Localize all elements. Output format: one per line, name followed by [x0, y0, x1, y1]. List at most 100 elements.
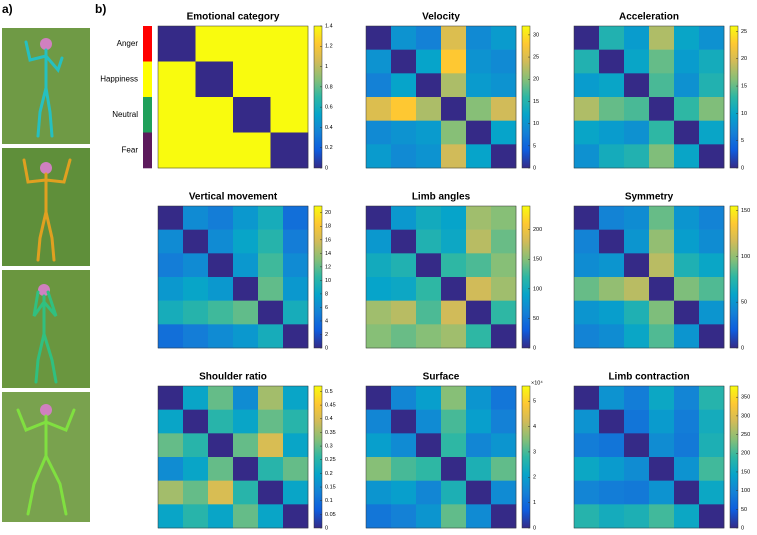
colorbar-tick-label: 0.4: [325, 125, 333, 131]
cell: [699, 144, 725, 169]
cell: [183, 386, 209, 410]
cell: [158, 480, 184, 505]
cell: [599, 73, 625, 98]
chart-title: Symmetry: [625, 192, 674, 203]
cell: [258, 480, 284, 505]
cell: [283, 277, 309, 301]
cell: [674, 504, 700, 529]
cell: [574, 504, 600, 529]
cell: [391, 229, 417, 254]
colorbar-tick-label: 0: [325, 345, 328, 351]
cell: [574, 26, 600, 50]
cell: [416, 26, 442, 50]
cell: [466, 277, 492, 301]
cell: [491, 457, 517, 481]
cell: [574, 73, 600, 98]
colorbar-tick-label: 0.25: [325, 457, 336, 463]
cell: [649, 253, 675, 278]
colorbar-tick-label: 8: [325, 291, 328, 297]
colorbar-tick-label: 0.45: [325, 403, 336, 409]
cell: [699, 300, 725, 325]
colorbar-tick-label: 30: [533, 32, 539, 38]
cell: [649, 144, 675, 169]
cell: [699, 229, 725, 254]
cell: [491, 253, 517, 278]
cell: [466, 409, 492, 434]
cell: [258, 277, 284, 301]
cell: [233, 206, 259, 230]
cell: [183, 253, 209, 278]
colorbar-tick-label: 18: [325, 224, 331, 230]
colorbar-tick-label: 12: [325, 264, 331, 270]
cell: [599, 324, 625, 349]
cell: [158, 433, 184, 458]
cell: [233, 229, 259, 254]
cell: [158, 504, 184, 529]
cell: [491, 120, 517, 145]
cell: [649, 409, 675, 434]
cell: [491, 144, 517, 169]
cell: [158, 386, 184, 410]
cell: [366, 49, 392, 74]
cell: [283, 433, 309, 458]
cell: [366, 277, 392, 301]
cell: [158, 277, 184, 301]
colorbar-tick-label: 3: [533, 449, 536, 455]
cell: [624, 480, 650, 505]
cell: [674, 73, 700, 98]
cell: [699, 49, 725, 74]
cell: [466, 457, 492, 481]
colorbar: [729, 25, 739, 169]
cell: [649, 300, 675, 325]
cell: [195, 132, 234, 169]
colorbar-tick-label: 0: [325, 525, 328, 530]
cell: [466, 120, 492, 145]
cell: [416, 253, 442, 278]
cell: [258, 504, 284, 529]
cell: [158, 253, 184, 278]
cell: [649, 480, 675, 505]
chart-title: Acceleration: [619, 12, 679, 23]
cell: [416, 457, 442, 481]
cell: [441, 300, 467, 325]
cell: [674, 409, 700, 434]
cell: [649, 386, 675, 410]
colorbar: [521, 25, 531, 169]
colorbar-tick-label: 100: [741, 254, 750, 260]
cell: [158, 132, 196, 169]
colorbar-tick-label: 0.6: [325, 105, 333, 111]
category-strip: [143, 61, 152, 98]
cell: [674, 120, 700, 145]
cell: [674, 433, 700, 458]
cell: [208, 300, 234, 325]
colorbar: [313, 25, 323, 169]
cell: [233, 457, 259, 481]
cell: [416, 277, 442, 301]
cell: [391, 457, 417, 481]
category-strip: [143, 97, 152, 133]
cell: [258, 386, 284, 410]
cell: [233, 324, 259, 349]
cell: [649, 433, 675, 458]
cell: [649, 73, 675, 98]
cell: [416, 97, 442, 121]
cell: [391, 26, 417, 50]
cell: [416, 433, 442, 458]
cell: [574, 120, 600, 145]
cell: [270, 97, 309, 133]
cell: [466, 253, 492, 278]
colorbar-tick-label: 0: [325, 165, 328, 171]
cell: [491, 97, 517, 121]
cell: [441, 277, 467, 301]
cell: [158, 457, 184, 481]
colorbar-tick-label: 0.5: [325, 389, 333, 395]
colorbar-tick-label: 0.05: [325, 512, 336, 518]
cell: [491, 386, 517, 410]
cell: [624, 73, 650, 98]
cell: [158, 206, 184, 230]
colorbar: [313, 385, 323, 529]
cell: [183, 229, 209, 254]
cell: [599, 277, 625, 301]
cell: [699, 457, 725, 481]
